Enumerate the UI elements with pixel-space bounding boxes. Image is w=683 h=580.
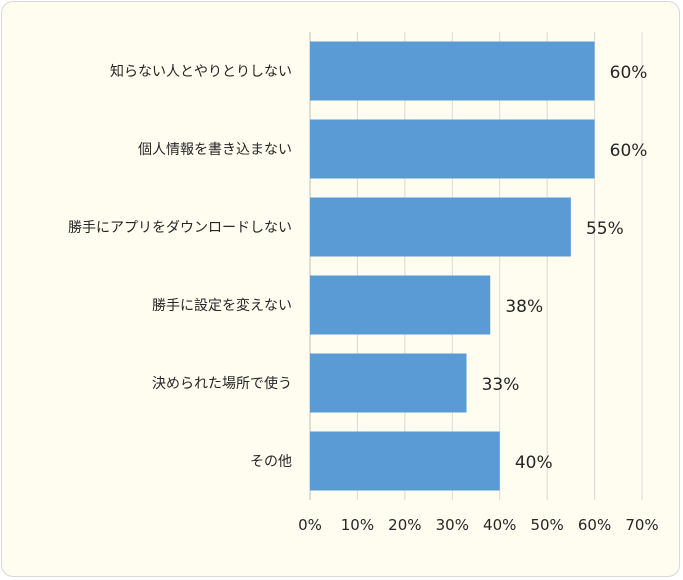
category-label: 勝手に設定を変えない [152, 297, 292, 314]
category-label: その他 [250, 454, 292, 470]
data-label: 38% [505, 297, 543, 317]
x-tick-label: 50% [530, 516, 563, 534]
data-label: 40% [515, 453, 553, 473]
x-tick-label: 30% [436, 516, 469, 534]
bar [310, 353, 467, 413]
category-label: 勝手にアプリをダウンロードしない [68, 220, 292, 236]
x-tick-label: 60% [578, 516, 611, 534]
x-tick-label: 20% [388, 516, 421, 534]
x-tick-label: 0% [298, 516, 322, 534]
data-label: 55% [586, 219, 624, 239]
bar [310, 197, 571, 257]
x-tick-label: 70% [625, 516, 658, 534]
x-tick-label: 40% [483, 516, 516, 534]
bar [310, 41, 595, 101]
bar [310, 431, 500, 491]
x-tick-label: 10% [341, 516, 374, 534]
category-label: 決められた場所で使う [152, 375, 292, 392]
bar [310, 275, 491, 335]
data-label: 60% [610, 141, 648, 161]
data-label: 33% [482, 375, 520, 395]
data-label: 60% [610, 63, 648, 83]
category-label: 知らない人とやりとりしない [110, 63, 292, 80]
category-label: 個人情報を書き込まない [138, 142, 292, 158]
bar [310, 119, 595, 179]
